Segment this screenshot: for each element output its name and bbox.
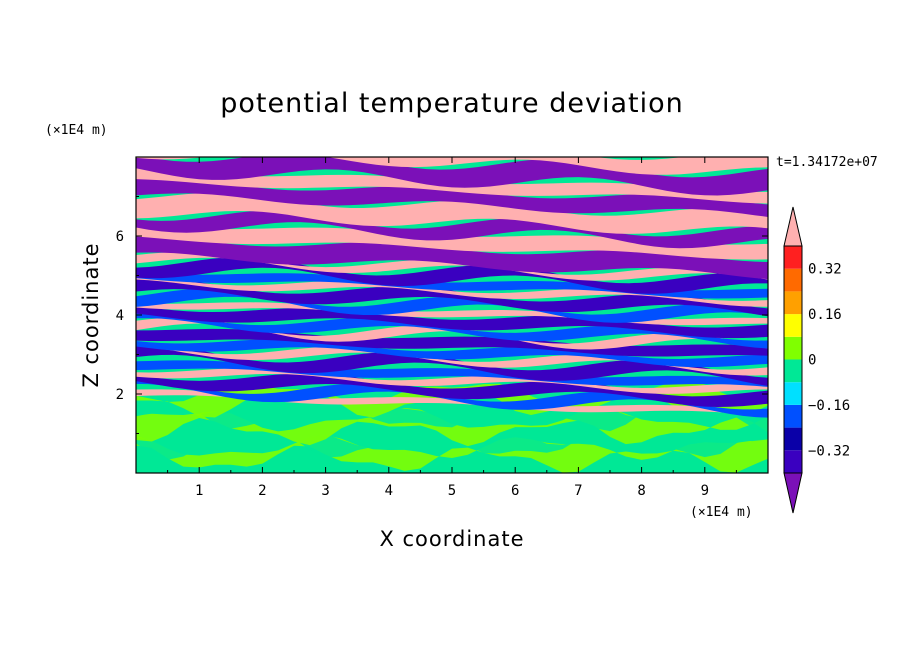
field-band [136, 373, 768, 407]
field-band [136, 342, 768, 376]
colorbar: 0.32 0.16 0 −0.16 −0.32 [783, 206, 850, 514]
y-tick-label: 2 [116, 387, 124, 403]
field-band [136, 317, 768, 350]
x-unit-label: (×1E4 m) [690, 505, 753, 520]
colorbar-segment [784, 246, 802, 269]
field-band [136, 389, 768, 417]
field-band [136, 278, 768, 317]
y-axis-label: Z coordinate [79, 242, 103, 387]
field-band [136, 275, 768, 307]
x-tick-label: 4 [385, 483, 393, 499]
colorbar-segment [784, 291, 802, 315]
x-axis-label: X coordinate [379, 527, 524, 551]
chart-title: potential temperature deviation [220, 88, 683, 119]
colorbar-segment [784, 382, 802, 405]
field-band-lower [136, 449, 768, 473]
colorbar-segment [784, 314, 802, 337]
field-band [136, 339, 768, 368]
colorbar-segment [784, 336, 802, 360]
colorbar-frame [783, 245, 803, 474]
colorbar-extend-top [783, 206, 803, 247]
y-tick-label: 4 [116, 308, 124, 324]
x-tick-label: 8 [637, 483, 645, 499]
field-band [136, 288, 768, 323]
field-band-lower [136, 434, 768, 473]
field-band-lower [136, 393, 768, 433]
colorbar-label: −0.16 [808, 398, 850, 414]
field-band [136, 223, 768, 260]
colorbar-extend-bottom [783, 472, 803, 514]
time-label: t=1.34172e+07 [776, 155, 878, 170]
field-band-lower [136, 380, 768, 418]
colorbar-segment [784, 404, 802, 428]
colorbar-label: 0 [808, 353, 816, 369]
field-band [136, 271, 768, 299]
field-band [136, 251, 768, 281]
plot-area [136, 157, 768, 473]
colorbar-label: −0.32 [808, 443, 850, 459]
contour-field [136, 157, 768, 473]
field-band [136, 305, 768, 339]
colorbar-segment [784, 450, 802, 473]
x-tick-label: 5 [448, 483, 456, 499]
x-tick-label: 2 [258, 483, 266, 499]
x-axis: 1 2 3 4 5 6 7 8 9 [167, 157, 737, 499]
field-band [136, 310, 768, 349]
colorbar-label: 0.32 [808, 262, 842, 278]
x-tick-label: 1 [195, 483, 203, 499]
colorbar-label: 0.16 [808, 307, 842, 323]
x-tick-label: 6 [511, 483, 519, 499]
colorbar-segment [784, 268, 802, 292]
x-tick-label: 7 [574, 483, 582, 499]
field-band [136, 157, 768, 175]
field-band [136, 210, 768, 249]
y-unit-label: (×1E4 m) [45, 123, 108, 138]
x-tick-label: 9 [701, 483, 709, 499]
field-band [136, 234, 768, 280]
field-band [136, 368, 768, 394]
field-band [136, 360, 768, 387]
field-band [136, 344, 768, 386]
x-tick-label: 3 [321, 483, 329, 499]
colorbar-segment [784, 359, 802, 383]
colorbar-segment [784, 427, 802, 451]
y-axis: 2 4 6 [116, 196, 768, 434]
field-band [136, 178, 768, 217]
y-tick-label: 6 [116, 229, 124, 245]
